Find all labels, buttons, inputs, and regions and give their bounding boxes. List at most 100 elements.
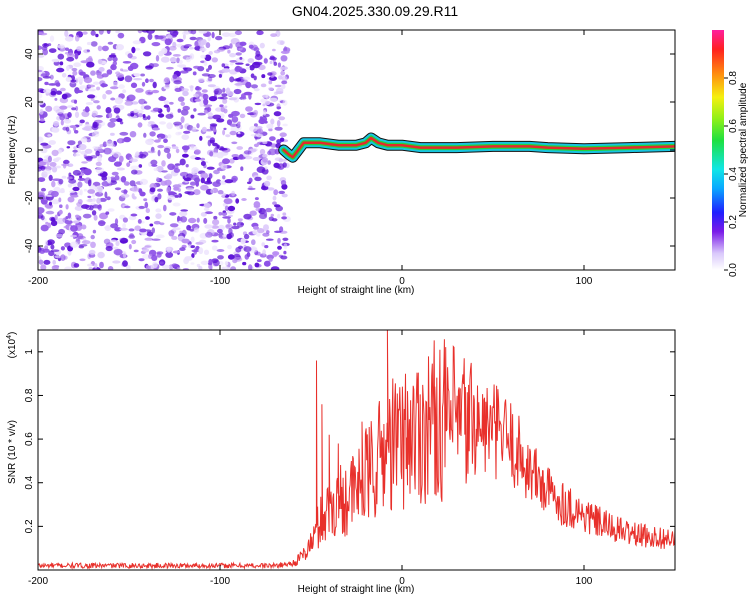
noise-speckle (204, 211, 213, 215)
noise-speckle (278, 75, 283, 80)
noise-speckle (50, 90, 57, 96)
noise-speckle (212, 114, 222, 120)
noise-speckle (180, 116, 185, 123)
noise-speckle (92, 229, 97, 234)
noise-speckle (64, 30, 69, 37)
noise-speckle (200, 260, 209, 265)
noise-speckle (104, 191, 108, 199)
colorbar-tick-label: 0.0 (728, 263, 739, 277)
noise-speckle (248, 264, 253, 270)
noise-speckle (209, 139, 215, 144)
noise-speckle (155, 55, 160, 62)
noise-speckle (177, 188, 181, 192)
noise-speckle (89, 184, 96, 191)
noise-speckle (228, 97, 238, 101)
noise-speckle (191, 143, 194, 149)
noise-speckle (86, 199, 94, 203)
noise-speckle (192, 71, 197, 76)
noise-speckle (243, 246, 252, 253)
noise-speckle (190, 236, 195, 243)
noise-speckle (132, 196, 137, 200)
noise-speckle (193, 65, 200, 69)
noise-speckle (142, 248, 150, 253)
noise-speckle (96, 105, 101, 110)
noise-speckle (43, 88, 51, 94)
noise-speckle (248, 44, 254, 49)
noise-speckle (273, 111, 282, 117)
noise-speckle (229, 76, 235, 83)
noise-speckle (190, 174, 200, 181)
noise-speckle (40, 264, 47, 270)
noise-speckle (131, 185, 140, 193)
noise-speckle (203, 217, 208, 224)
noise-speckle (72, 169, 81, 176)
noise-speckle (272, 48, 276, 52)
noise-speckle (60, 119, 64, 126)
noise-speckle (173, 186, 180, 191)
noise-speckle (136, 109, 144, 114)
noise-speckle (167, 30, 172, 33)
noise-speckle (174, 163, 181, 166)
noise-speckle (212, 219, 220, 226)
noise-speckle (243, 213, 252, 220)
noise-speckle (229, 62, 234, 66)
noise-speckle (161, 47, 168, 55)
noise-speckle (271, 218, 278, 222)
noise-speckle (206, 106, 212, 113)
snr-frame (37, 329, 676, 571)
noise-speckle (189, 53, 195, 60)
noise-speckle (88, 88, 96, 92)
noise-speckle (268, 80, 273, 85)
noise-speckle (40, 118, 45, 122)
noise-speckle (179, 230, 183, 234)
noise-speckle (263, 58, 268, 64)
noise-speckle (147, 91, 153, 95)
noise-speckle (94, 263, 98, 269)
noise-speckle (56, 217, 66, 225)
noise-speckle (121, 189, 128, 194)
noise-speckle (173, 168, 180, 173)
noise-speckle (134, 225, 141, 231)
noise-speckle (130, 213, 138, 217)
noise-speckle (74, 34, 80, 42)
noise-speckle (78, 143, 87, 151)
noise-speckle (245, 81, 252, 89)
noise-speckle (110, 97, 116, 101)
noise-speckle (198, 30, 208, 34)
noise-speckle (253, 123, 258, 127)
noise-speckle (74, 99, 77, 104)
noise-speckle (112, 151, 122, 158)
noise-speckle (187, 191, 195, 196)
noise-speckle (50, 249, 60, 252)
noise-speckle (202, 93, 209, 100)
noise-speckle (216, 94, 223, 97)
noise-speckle (259, 42, 265, 49)
noise-speckle (131, 169, 138, 175)
noise-speckle (210, 188, 214, 194)
noise-speckle (229, 158, 235, 164)
noise-speckle (194, 149, 201, 155)
noise-speckle (274, 157, 283, 161)
noise-speckle (77, 140, 82, 146)
noise-speckle (281, 75, 288, 82)
noise-speckle (115, 30, 121, 34)
noise-speckle (107, 56, 113, 62)
noise-speckle (231, 225, 240, 230)
noise-speckle (79, 119, 85, 124)
noise-speckle (151, 89, 160, 94)
noise-speckle (67, 112, 72, 118)
noise-speckle (172, 250, 181, 254)
noise-speckle (151, 42, 161, 47)
noise-speckle (196, 123, 200, 129)
noise-speckle (208, 173, 213, 179)
noise-speckle (180, 101, 186, 106)
noise-speckle (155, 35, 164, 40)
noise-speckle (81, 224, 87, 230)
noise-speckle (270, 213, 274, 217)
noise-speckle (124, 101, 134, 106)
colorbar-label: Normalized spectral amplitude (738, 82, 749, 217)
noise-speckle (105, 245, 113, 252)
noise-speckle (283, 243, 288, 250)
noise-speckle (182, 33, 186, 40)
